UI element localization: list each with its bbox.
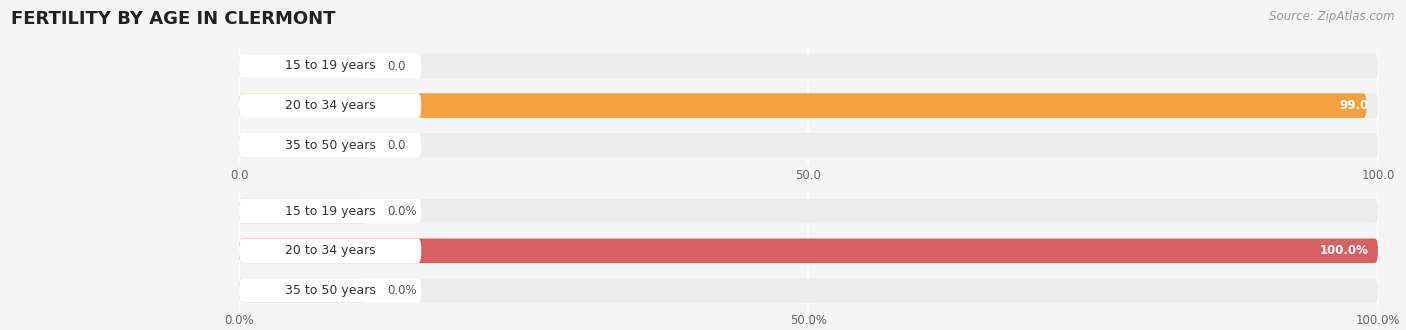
Text: 0.0%: 0.0% [387, 205, 418, 218]
Text: 15 to 19 years: 15 to 19 years [285, 205, 375, 218]
FancyBboxPatch shape [239, 133, 1378, 157]
Text: 0.0%: 0.0% [387, 284, 418, 297]
FancyBboxPatch shape [239, 278, 1378, 303]
Text: FERTILITY BY AGE IN CLERMONT: FERTILITY BY AGE IN CLERMONT [11, 10, 336, 28]
Text: 99.0: 99.0 [1340, 99, 1369, 112]
Text: 20 to 34 years: 20 to 34 years [285, 99, 375, 112]
Text: 35 to 50 years: 35 to 50 years [284, 284, 375, 297]
FancyBboxPatch shape [239, 133, 422, 157]
FancyBboxPatch shape [239, 54, 422, 78]
FancyBboxPatch shape [239, 278, 367, 303]
Text: 0.0: 0.0 [387, 59, 406, 73]
Text: 100.0%: 100.0% [1320, 244, 1369, 257]
FancyBboxPatch shape [239, 199, 367, 223]
FancyBboxPatch shape [239, 199, 1378, 223]
FancyBboxPatch shape [239, 93, 1367, 118]
FancyBboxPatch shape [239, 199, 422, 223]
FancyBboxPatch shape [239, 133, 367, 157]
FancyBboxPatch shape [239, 239, 1378, 263]
FancyBboxPatch shape [239, 239, 1378, 263]
Text: 20 to 34 years: 20 to 34 years [285, 244, 375, 257]
FancyBboxPatch shape [239, 54, 1378, 78]
Text: 35 to 50 years: 35 to 50 years [284, 139, 375, 152]
FancyBboxPatch shape [239, 239, 422, 263]
Text: Source: ZipAtlas.com: Source: ZipAtlas.com [1270, 10, 1395, 23]
FancyBboxPatch shape [239, 278, 422, 303]
FancyBboxPatch shape [239, 54, 367, 78]
FancyBboxPatch shape [239, 93, 1378, 118]
Text: 15 to 19 years: 15 to 19 years [285, 59, 375, 73]
FancyBboxPatch shape [239, 93, 422, 118]
Text: 0.0: 0.0 [387, 139, 406, 152]
